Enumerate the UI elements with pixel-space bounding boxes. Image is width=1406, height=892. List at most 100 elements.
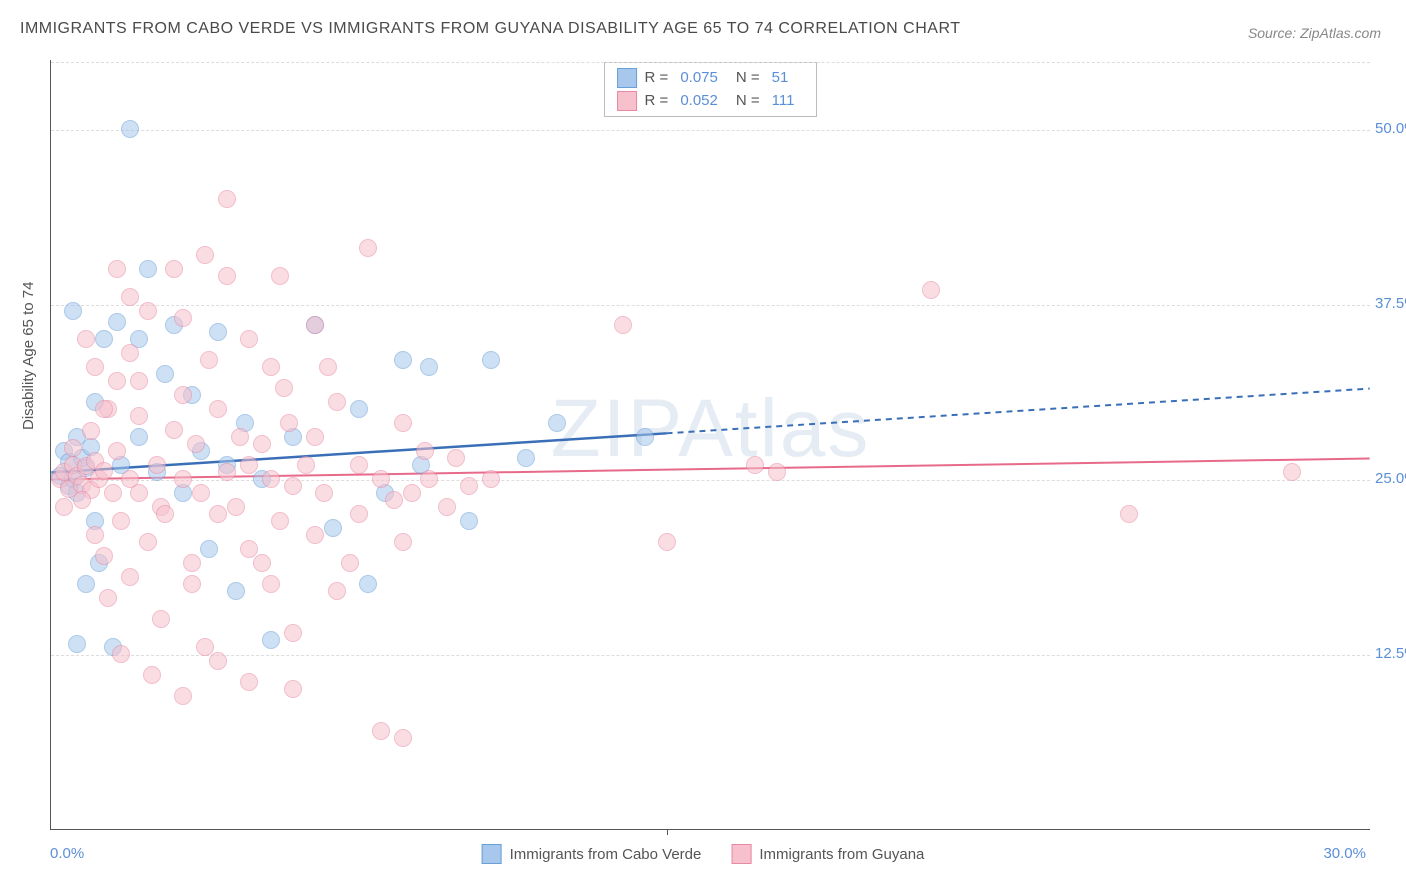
scatter-point: [284, 477, 302, 495]
scatter-point: [174, 309, 192, 327]
scatter-point: [240, 456, 258, 474]
scatter-point: [200, 540, 218, 558]
scatter-point: [86, 526, 104, 544]
scatter-point: [253, 435, 271, 453]
scatter-point: [394, 729, 412, 747]
chart-plot-area: ZIPAtlas R =0.075N =51R =0.052N =111 12.…: [50, 60, 1370, 830]
legend-n-label: N =: [736, 67, 760, 90]
scatter-point: [262, 470, 280, 488]
y-tick-label: 50.0%: [1375, 120, 1406, 137]
scatter-point: [187, 435, 205, 453]
scatter-point: [284, 624, 302, 642]
bottom-legend: Immigrants from Cabo VerdeImmigrants fro…: [482, 844, 925, 864]
scatter-point: [460, 477, 478, 495]
scatter-point: [108, 260, 126, 278]
scatter-point: [55, 498, 73, 516]
scatter-point: [218, 463, 236, 481]
scatter-point: [73, 491, 91, 509]
scatter-point: [1120, 505, 1138, 523]
scatter-point: [108, 313, 126, 331]
scatter-point: [262, 575, 280, 593]
scatter-point: [165, 421, 183, 439]
stats-legend: R = 0.075 N = 51R =0.052N =111: [604, 62, 818, 117]
gridline: [51, 62, 1370, 63]
scatter-point: [328, 393, 346, 411]
scatter-point: [1283, 463, 1301, 481]
scatter-point: [68, 635, 86, 653]
scatter-point: [218, 190, 236, 208]
scatter-point: [130, 407, 148, 425]
scatter-point: [394, 351, 412, 369]
scatter-point: [271, 267, 289, 285]
scatter-point: [227, 582, 245, 600]
watermark: ZIPAtlas: [551, 382, 871, 476]
scatter-point: [262, 358, 280, 376]
scatter-point: [209, 505, 227, 523]
scatter-point: [130, 372, 148, 390]
scatter-point: [341, 554, 359, 572]
scatter-point: [174, 470, 192, 488]
scatter-point: [394, 414, 412, 432]
scatter-point: [209, 652, 227, 670]
scatter-point: [306, 316, 324, 334]
scatter-point: [183, 575, 201, 593]
scatter-point: [95, 547, 113, 565]
x-tick-left: 0.0%: [50, 845, 84, 862]
scatter-point: [306, 526, 324, 544]
scatter-point: [372, 722, 390, 740]
scatter-point: [482, 351, 500, 369]
scatter-point: [152, 610, 170, 628]
legend-swatch: [617, 91, 637, 111]
scatter-point: [482, 470, 500, 488]
scatter-point: [104, 484, 122, 502]
scatter-point: [922, 281, 940, 299]
scatter-point: [196, 246, 214, 264]
legend-n-value: 111: [772, 90, 795, 113]
scatter-point: [209, 323, 227, 341]
scatter-point: [143, 666, 161, 684]
scatter-point: [460, 512, 478, 530]
scatter-point: [420, 470, 438, 488]
scatter-point: [350, 505, 368, 523]
scatter-point: [319, 358, 337, 376]
scatter-point: [139, 260, 157, 278]
x-tick-right: 30.0%: [1323, 845, 1366, 862]
legend-r-value: 0.075: [680, 67, 718, 90]
scatter-point: [112, 512, 130, 530]
legend-row: R =0.052N =111: [617, 90, 805, 113]
scatter-point: [99, 589, 117, 607]
scatter-point: [121, 288, 139, 306]
scatter-point: [82, 422, 100, 440]
scatter-point: [438, 498, 456, 516]
scatter-point: [359, 239, 377, 257]
scatter-point: [108, 442, 126, 460]
scatter-point: [174, 386, 192, 404]
scatter-point: [350, 400, 368, 418]
scatter-point: [324, 519, 342, 537]
scatter-point: [209, 400, 227, 418]
scatter-point: [614, 316, 632, 334]
scatter-point: [231, 428, 249, 446]
scatter-point: [130, 428, 148, 446]
scatter-point: [416, 442, 434, 460]
legend-n-value: 51: [772, 67, 789, 90]
scatter-point: [768, 463, 786, 481]
scatter-point: [95, 330, 113, 348]
scatter-point: [359, 575, 377, 593]
scatter-point: [183, 554, 201, 572]
gridline: [51, 480, 1370, 481]
legend-row: R = 0.075 N = 51: [617, 67, 805, 90]
legend-r-label: R =: [645, 67, 669, 90]
legend-r-label: R =: [645, 90, 669, 113]
bottom-legend-item: Immigrants from Guyana: [731, 844, 924, 864]
scatter-point: [156, 505, 174, 523]
scatter-point: [403, 484, 421, 502]
scatter-point: [165, 260, 183, 278]
gridline: [51, 655, 1370, 656]
bottom-legend-label: Immigrants from Guyana: [759, 846, 924, 863]
scatter-point: [240, 330, 258, 348]
gridline: [51, 130, 1370, 131]
scatter-point: [284, 680, 302, 698]
scatter-point: [121, 120, 139, 138]
scatter-point: [350, 456, 368, 474]
